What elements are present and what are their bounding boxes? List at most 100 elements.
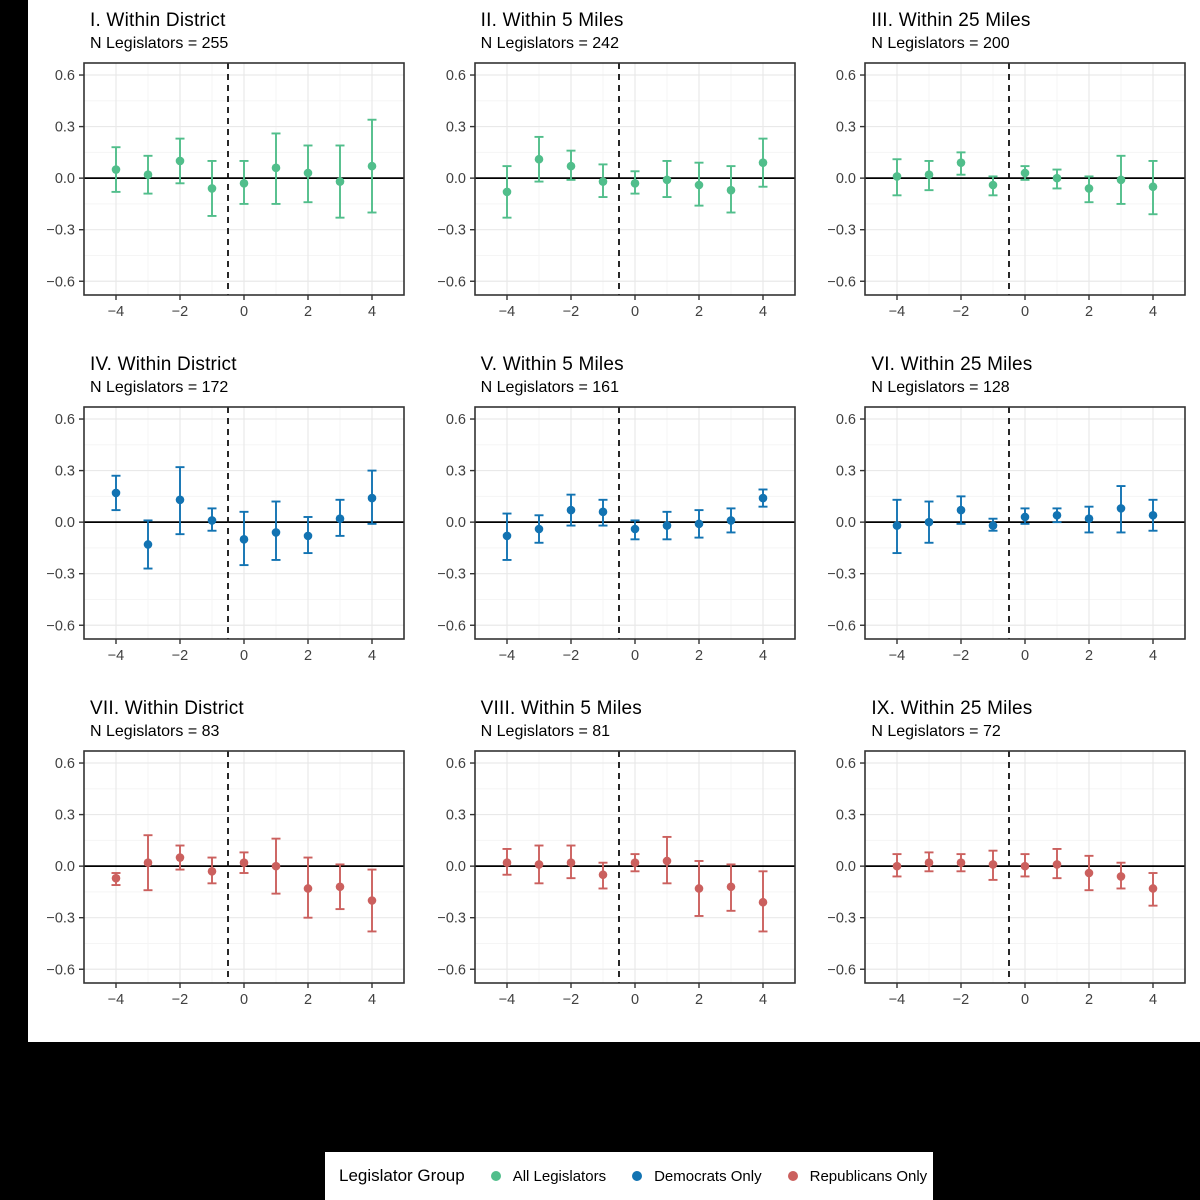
panel-chart: 0.6 0.3 0.0 −0.3 −0.6 −4 −2 0 2 4 [828, 62, 1187, 320]
point-estimate [662, 856, 671, 866]
y-axis-tick-label: 0.3 [836, 808, 856, 824]
panel-title: VIII. Within 5 Miles [480, 698, 642, 719]
legend-item-democrats-only: Democrats Only [632, 1168, 762, 1185]
x-axis-tick-label: 0 [240, 304, 248, 320]
point-estimate [1053, 173, 1062, 183]
panel-grid: I. Within District N Legislators = 255 0… [28, 0, 1200, 1038]
y-axis-tick-label: 0.0 [55, 859, 75, 875]
point-estimate [694, 884, 703, 893]
y-axis-tick-label: −0.6 [828, 618, 857, 634]
point-estimate [367, 493, 377, 503]
point-estimate [925, 858, 934, 868]
y-axis-tick-label: −0.6 [437, 618, 466, 634]
point-estimate [1149, 884, 1158, 893]
point-estimate [758, 158, 767, 167]
point-estimate [111, 488, 121, 498]
point-estimate [239, 535, 249, 544]
point-estimate [893, 172, 902, 181]
point-estimate [143, 170, 153, 180]
point-estimate [207, 866, 217, 876]
x-axis-tick-label: −2 [562, 648, 579, 664]
point-estimate [1021, 861, 1030, 871]
y-axis-tick-label: −0.3 [828, 911, 857, 927]
panel-subtitle: N Legislators = 172 [90, 379, 229, 396]
point-estimate [175, 495, 185, 505]
panel-1-within-district: I. Within District N Legislators = 255 0… [28, 6, 419, 350]
point-estimate [239, 178, 249, 188]
point-estimate [1085, 868, 1094, 878]
x-axis-tick-label: 0 [631, 304, 639, 320]
x-axis-tick-label: 0 [1021, 648, 1029, 664]
y-axis-tick-label: 0.0 [836, 515, 856, 531]
panel-chart: 0.6 0.3 0.0 −0.3 −0.6 −4 −2 0 2 4 [828, 750, 1187, 1008]
x-axis-tick-label: −4 [889, 992, 906, 1008]
panel-chart: 0.6 0.3 0.0 −0.3 −0.6 −4 −2 0 2 4 [437, 62, 796, 320]
point-estimate [1053, 860, 1062, 869]
legend-item-label: Republicans Only [809, 1167, 928, 1185]
panel-3-within-25-miles: III. Within 25 Miles N Legislators = 200… [809, 6, 1200, 350]
x-axis-tick-label: −2 [953, 304, 970, 320]
x-axis-tick-label: −2 [953, 992, 970, 1008]
y-axis-tick-label: 0.3 [445, 464, 465, 480]
x-axis-tick-label: 2 [304, 304, 312, 320]
panel-title: V. Within 5 Miles [480, 354, 624, 375]
point-estimate [534, 524, 543, 534]
panel-4-within-district: IV. Within District N Legislators = 172 … [28, 350, 419, 694]
y-axis-tick-label: 0.6 [55, 756, 75, 772]
panel-title: VII. Within District [90, 698, 244, 719]
point-estimate [367, 896, 377, 905]
panel-subtitle: N Legislators = 200 [871, 35, 1010, 52]
y-axis-tick-label: 0.6 [836, 68, 856, 84]
point-estimate [271, 861, 281, 871]
x-axis-tick-label: 4 [1149, 992, 1157, 1008]
x-axis-tick-label: 4 [759, 992, 767, 1008]
point-estimate [175, 853, 185, 862]
point-estimate [726, 882, 735, 892]
y-axis-tick-label: 0.6 [445, 756, 465, 772]
point-estimate [534, 154, 543, 164]
x-axis-tick-label: 4 [368, 992, 376, 1008]
point-estimate [502, 858, 511, 868]
y-axis-tick-label: 0.0 [445, 515, 465, 531]
panel-subtitle: N Legislators = 161 [480, 379, 619, 396]
panel-title: I. Within District [90, 10, 226, 31]
x-axis-tick-label: 2 [304, 992, 312, 1008]
panel-title: III. Within 25 Miles [871, 10, 1031, 31]
point-estimate [367, 161, 377, 171]
y-axis-tick-label: 0.3 [836, 464, 856, 480]
point-estimate [303, 884, 313, 893]
y-axis-tick-label: −0.3 [828, 223, 857, 239]
x-axis-tick-label: −4 [889, 648, 906, 664]
y-axis-tick-label: 0.6 [445, 412, 465, 428]
panel-subtitle: N Legislators = 128 [871, 379, 1010, 396]
point-estimate [1021, 512, 1030, 522]
y-axis-tick-label: 0.0 [836, 859, 856, 875]
x-axis-tick-label: −4 [498, 648, 515, 664]
y-axis-tick-label: −0.3 [828, 567, 857, 583]
x-axis-tick-label: 2 [1085, 648, 1093, 664]
point-estimate [271, 528, 281, 537]
panel-chart: 0.6 0.3 0.0 −0.3 −0.6 −4 −2 0 2 4 [46, 62, 405, 320]
point-estimate [1149, 182, 1158, 192]
point-estimate [694, 180, 703, 190]
x-axis-tick-label: −4 [108, 648, 125, 664]
point-estimate [502, 187, 511, 197]
point-estimate [207, 516, 217, 525]
x-axis-tick-label: 0 [240, 992, 248, 1008]
panel-7-within-district: VII. Within District N Legislators = 83 … [28, 694, 419, 1038]
panel-subtitle: N Legislators = 72 [871, 723, 1001, 740]
x-axis-tick-label: 2 [695, 992, 703, 1008]
x-axis-tick-label: −2 [172, 648, 189, 664]
legend-item-republicans-only: Republicans Only [787, 1167, 928, 1185]
y-axis-tick-label: −0.6 [46, 274, 75, 290]
x-axis-tick-label: 0 [1021, 992, 1029, 1008]
point-estimate [143, 858, 153, 868]
y-axis-tick-label: 0.3 [445, 120, 465, 136]
y-axis-tick-label: 0.6 [836, 412, 856, 428]
y-axis-tick-label: 0.3 [55, 808, 75, 824]
panel-chart: 0.6 0.3 0.0 −0.3 −0.6 −4 −2 0 2 4 [46, 406, 405, 664]
point-estimate [1149, 510, 1158, 520]
x-axis-tick-label: −4 [889, 304, 906, 320]
point-estimate [143, 540, 153, 549]
x-axis-tick-label: 0 [631, 648, 639, 664]
